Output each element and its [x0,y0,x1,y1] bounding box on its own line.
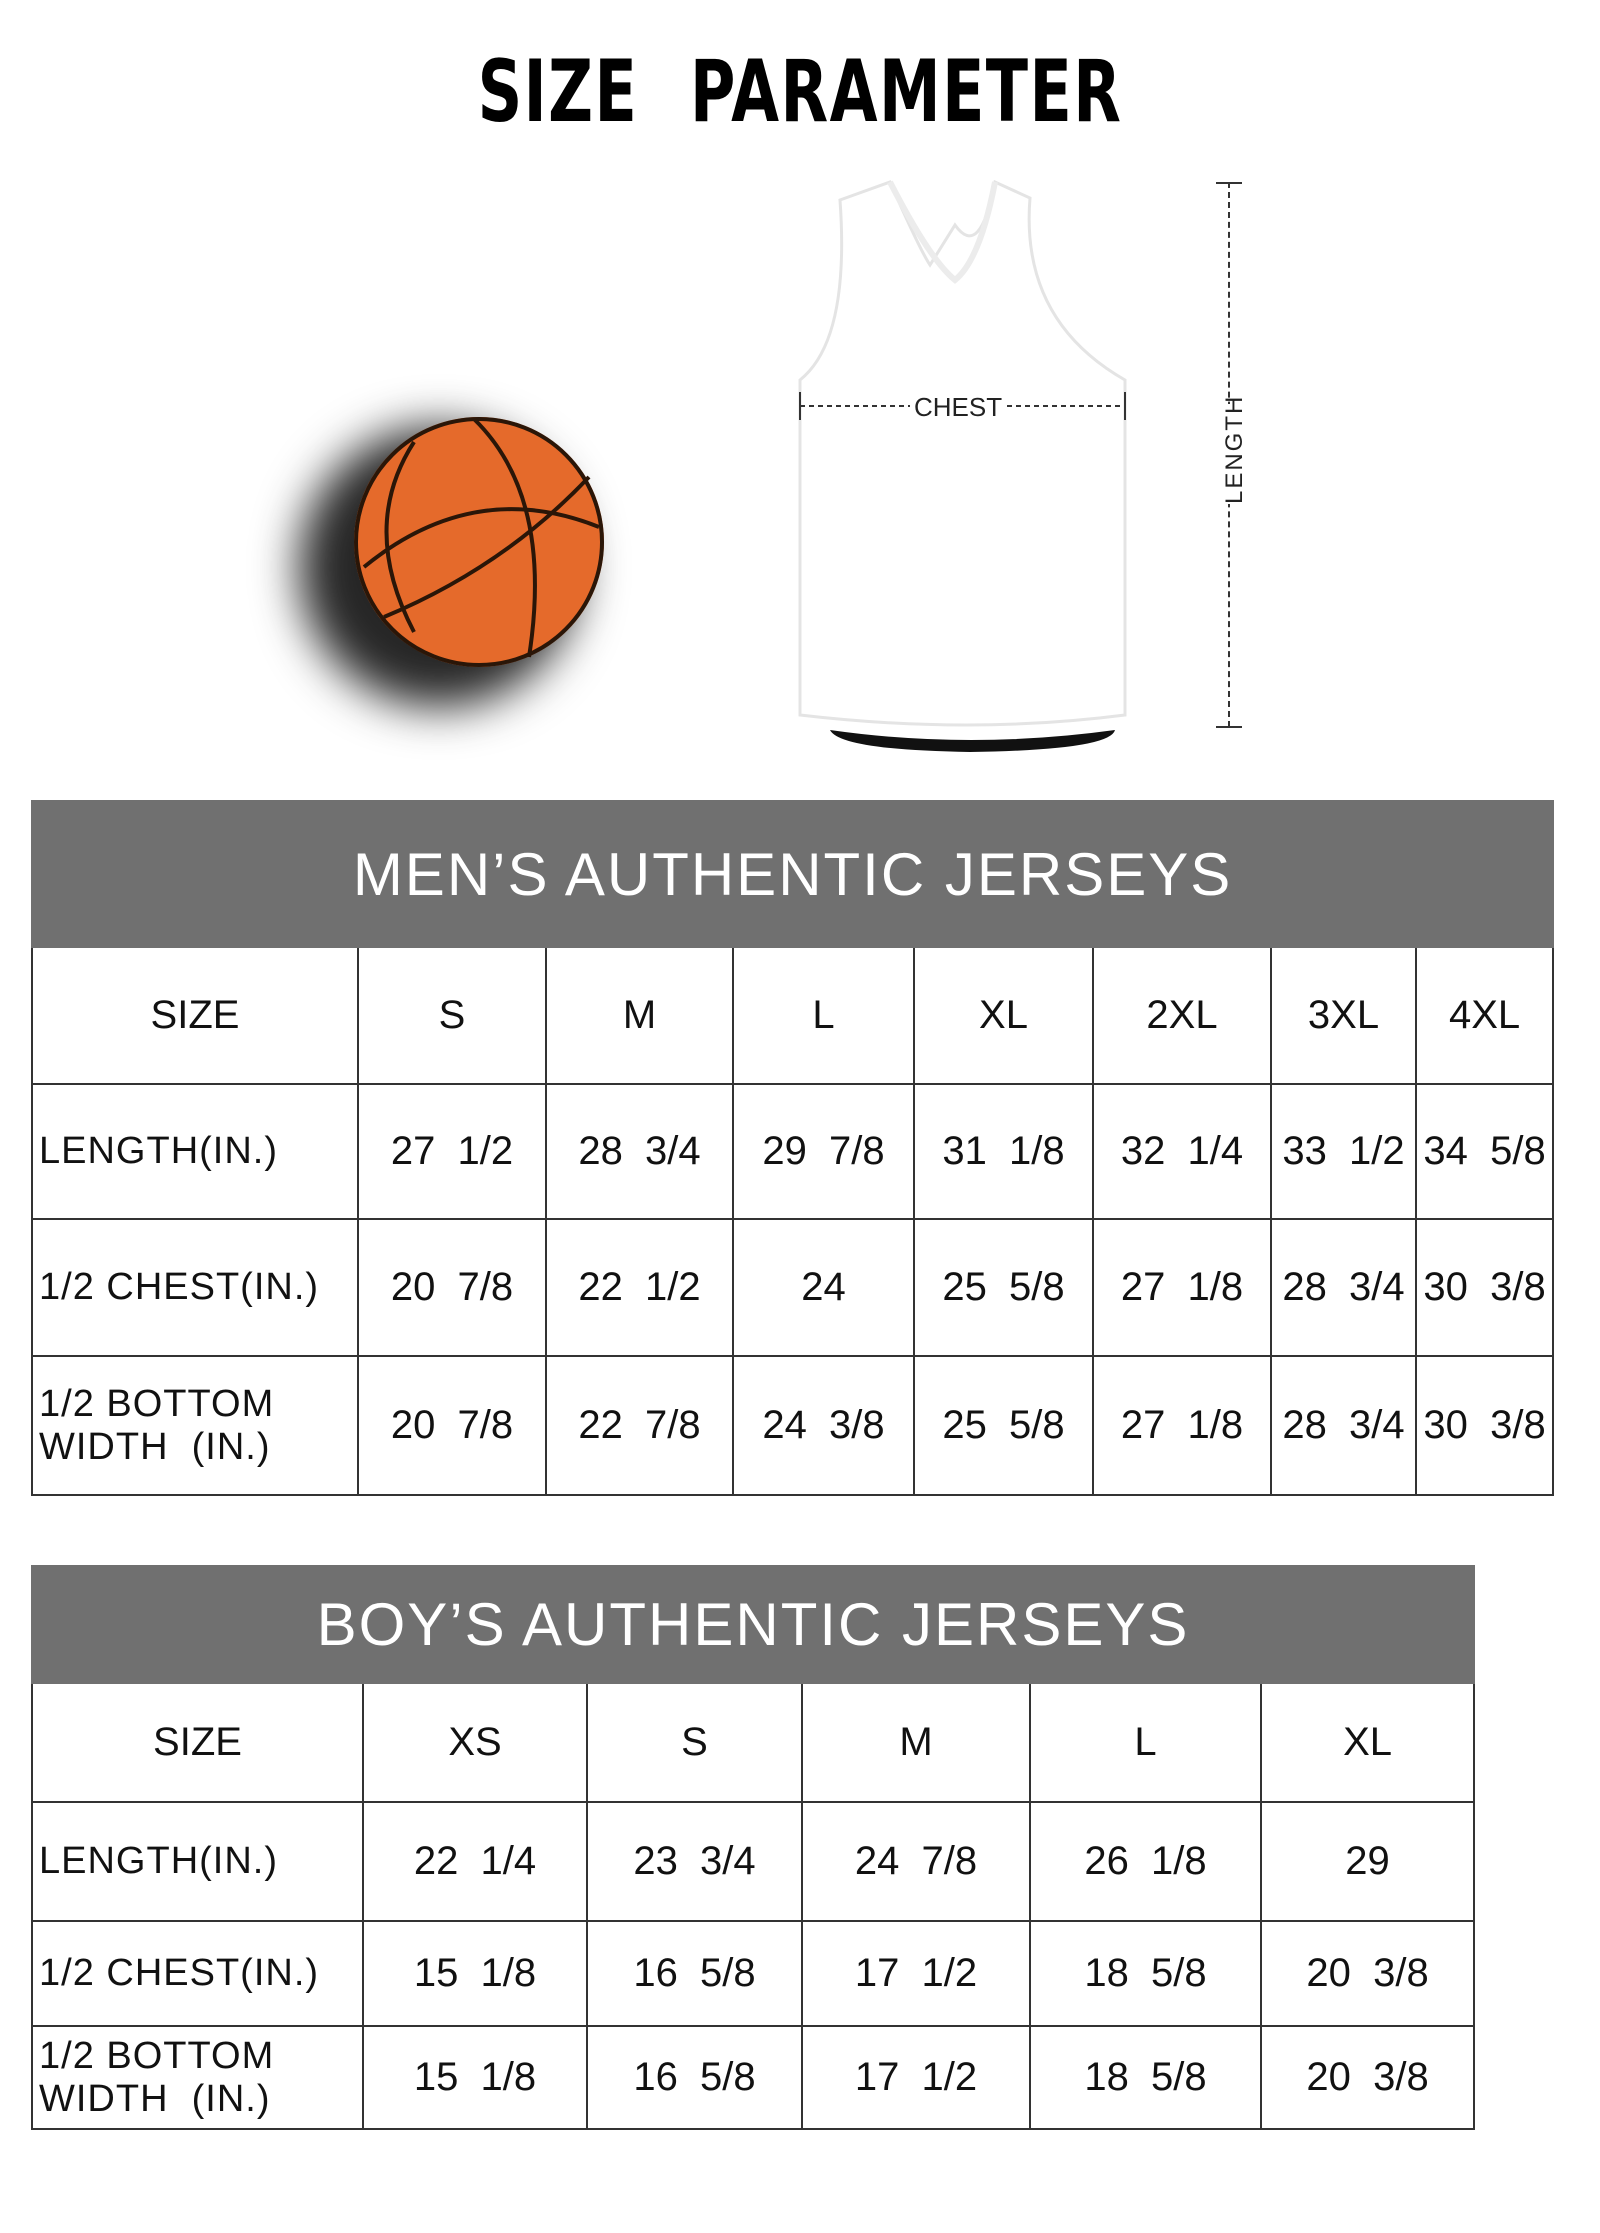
table-cell: 16 5/8 [586,1920,803,2027]
table-cell: 20 7/8 [357,1218,547,1357]
table-cell: 20 3/8 [1259,1920,1476,2027]
table-cell: 33 1/2 [1270,1083,1417,1220]
table-cell: 31 1/8 [913,1083,1094,1220]
table-row: LENGTH(IN.) 22 1/4 23 3/4 24 7/8 26 1/8 … [31,1801,1476,1922]
column-header: L [1029,1682,1262,1803]
row-label: LENGTH(IN.) [31,1083,359,1220]
column-header: L [732,946,915,1085]
table-cell: 20 3/8 [1259,2025,1476,2130]
table-cell: 28 3/4 [545,1083,734,1220]
table-cell: 27 1/2 [357,1083,547,1220]
boys-header-row: SIZE XS S M L XL [31,1682,1476,1803]
table-cell: 15 1/8 [362,1920,588,2027]
table-cell: 24 7/8 [801,1801,1031,1922]
column-header: 2XL [1092,946,1272,1085]
table-cell: 25 5/8 [913,1355,1094,1496]
mens-table-title: MEN’S AUTHENTIC JERSEYS [30,800,1555,948]
table-row: 1/2 CHEST(IN.) 20 7/8 22 1/2 24 25 5/8 2… [31,1218,1555,1357]
table-row: 1/2 BOTTOM WIDTH (IN.) 15 1/8 16 5/8 17 … [31,2025,1476,2130]
length-tick-top [1216,182,1242,184]
basketball-icon [354,417,604,667]
table-cell: 34 5/8 [1414,1083,1555,1220]
table-row: 1/2 BOTTOM WIDTH (IN.) 20 7/8 22 7/8 24 … [31,1355,1555,1496]
table-cell: 20 7/8 [357,1355,547,1496]
table-cell: 24 3/8 [732,1355,915,1496]
page-title: SIZE PARAMETER [477,42,1123,142]
table-cell: 22 7/8 [545,1355,734,1496]
table-cell: 26 1/8 [1029,1801,1262,1922]
table-cell: 27 1/8 [1092,1355,1272,1496]
column-header: 4XL [1414,946,1555,1085]
table-cell: 22 1/4 [362,1801,588,1922]
mens-size-table: MEN’S AUTHENTIC JERSEYS SIZE S M L XL 2X… [30,800,1555,1496]
column-header: SIZE [31,946,359,1085]
boys-table-title: BOY’S AUTHENTIC JERSEYS [30,1565,1476,1684]
table-cell: 29 7/8 [732,1083,915,1220]
table-cell: 30 3/8 [1414,1355,1555,1496]
table-cell: 32 1/4 [1092,1083,1272,1220]
table-cell: 18 5/8 [1029,2025,1262,2130]
table-cell: 25 5/8 [913,1218,1094,1357]
column-header: XL [913,946,1094,1085]
table-cell: 23 3/4 [586,1801,803,1922]
length-tick-bottom [1216,726,1242,728]
table-cell: 16 5/8 [586,2025,803,2130]
column-header: S [357,946,547,1085]
table-cell: 22 1/2 [545,1218,734,1357]
column-header: M [801,1682,1031,1803]
table-cell: 29 [1259,1801,1476,1922]
row-label: 1/2 BOTTOM WIDTH (IN.) [31,1355,359,1496]
column-header: M [545,946,734,1085]
table-cell: 17 1/2 [801,1920,1031,2027]
jersey-illustration [798,179,1127,752]
table-cell: 24 [732,1218,915,1357]
column-header: S [586,1682,803,1803]
mens-header-row: SIZE S M L XL 2XL 3XL 4XL [31,946,1555,1085]
table-cell: 27 1/8 [1092,1218,1272,1357]
length-label: LENGTH [1221,394,1249,504]
table-cell: 30 3/8 [1414,1218,1555,1357]
column-header: SIZE [31,1682,364,1803]
table-row: LENGTH(IN.) 27 1/2 28 3/4 29 7/8 31 1/8 … [31,1083,1555,1220]
chest-label: CHEST [910,392,1007,423]
row-label: LENGTH(IN.) [31,1801,364,1922]
boys-size-table: BOY’S AUTHENTIC JERSEYS SIZE XS S M L XL… [30,1565,1476,2130]
table-row: 1/2 CHEST(IN.) 15 1/8 16 5/8 17 1/2 18 5… [31,1920,1476,2027]
table-cell: 18 5/8 [1029,1920,1262,2027]
column-header: 3XL [1270,946,1417,1085]
column-header: XS [362,1682,588,1803]
row-label: 1/2 BOTTOM WIDTH (IN.) [31,2025,364,2130]
row-label: 1/2 CHEST(IN.) [31,1218,359,1357]
table-cell: 17 1/2 [801,2025,1031,2130]
table-cell: 28 3/4 [1270,1355,1417,1496]
table-cell: 15 1/8 [362,2025,588,2130]
column-header: XL [1259,1682,1476,1803]
row-label: 1/2 CHEST(IN.) [31,1920,364,2027]
table-cell: 28 3/4 [1270,1218,1417,1357]
